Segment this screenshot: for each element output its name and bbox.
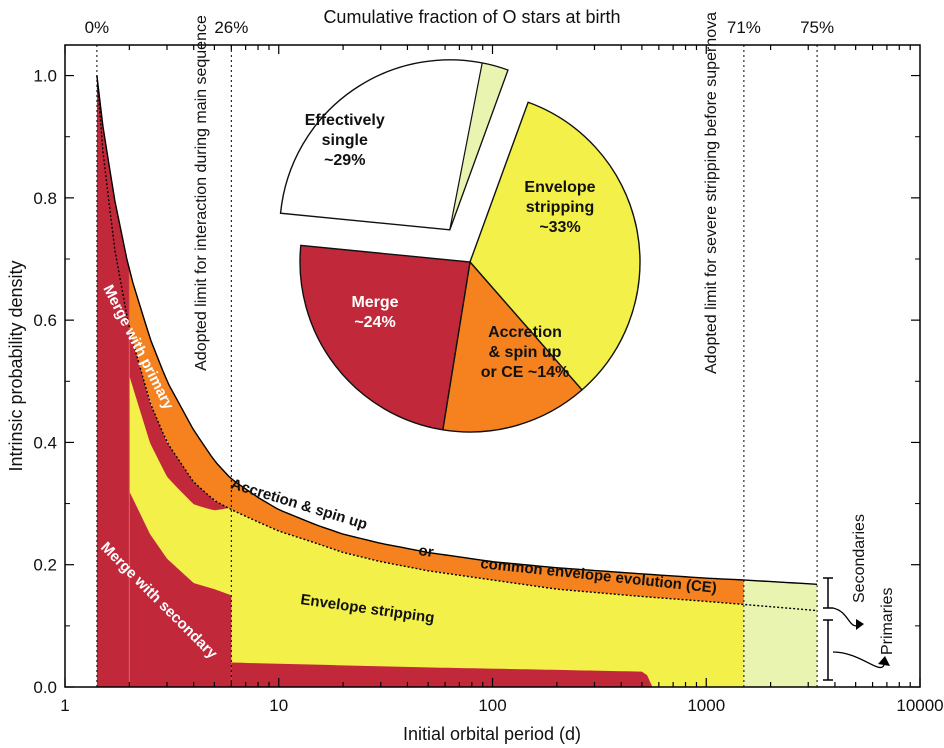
- y-tick-label: 0.8: [33, 189, 57, 208]
- top-axis-label: Cumulative fraction of O stars at birth: [323, 7, 620, 27]
- top-axis: 0% 26% 71% 75%: [85, 18, 834, 37]
- x-tick-label: 1000: [687, 696, 725, 715]
- region-merge-primary-2: [129, 491, 232, 687]
- pie-label: Envelope: [524, 179, 595, 196]
- boundary-curves: [96, 75, 818, 612]
- pie-slice: [279, 59, 509, 231]
- pie-slice: [442, 260, 583, 433]
- y-tick-label: 0.4: [33, 433, 57, 452]
- top-tick-label: 75%: [800, 18, 834, 37]
- secondaries-bracket: [823, 577, 833, 609]
- y-tick-label: 0.6: [33, 311, 57, 330]
- pie-label: Merge: [351, 294, 398, 311]
- y-axis: 0.0 0.2 0.4 0.6 0.8 1.0: [33, 67, 920, 697]
- x-tick-label: 100: [478, 696, 506, 715]
- pie-label: ~24%: [354, 314, 395, 331]
- region-single: [743, 580, 818, 687]
- pie-label: & spin up: [489, 344, 562, 361]
- x-tick-label: 10000: [896, 696, 943, 715]
- pie-label: Accretion: [488, 324, 562, 341]
- pie-label: stripping: [526, 199, 594, 216]
- limit-lines: [96, 45, 818, 687]
- primaries-arrowhead: [878, 656, 890, 666]
- curve-secondaries: [96, 75, 818, 612]
- secondaries-label: Secondaries: [851, 514, 868, 603]
- top-tick-label: 71%: [727, 18, 761, 37]
- region-merge-primary-wedge: [129, 329, 229, 511]
- region-merge-primary: [96, 75, 130, 687]
- pie-chart: Envelope stripping ~33% Accretion & spin up o…: [279, 59, 641, 433]
- pie-label: single: [322, 132, 368, 149]
- top-tick-label: 26%: [214, 18, 248, 37]
- y-tick-label: 0.0: [33, 678, 57, 697]
- pie-slice: [469, 101, 641, 391]
- x-axis: 1 10 100 1000 10000: [60, 45, 944, 715]
- region-stripping-right: [231, 509, 744, 687]
- x-axis-label: Initial orbital period (d): [403, 724, 581, 744]
- region-fills: [96, 75, 818, 687]
- y-tick-label: 1.0: [33, 67, 57, 86]
- region-label-or: or: [417, 542, 434, 561]
- secondaries-arrowhead: [856, 619, 864, 630]
- limit-label-stripping: Adopted limit for severe stripping befor…: [703, 12, 720, 374]
- pie-label: Effectively: [305, 112, 385, 129]
- pie-label: or CE ~14%: [481, 364, 569, 381]
- curve-total: [96, 75, 818, 585]
- y-tick-label: 0.2: [33, 556, 57, 575]
- y-axis-label: Intrinsic probability density: [6, 260, 26, 471]
- limit-label-interaction: Adopted limit for interaction during mai…: [193, 15, 210, 371]
- pie-slice-sliver: [449, 62, 509, 231]
- primaries-label: Primaries: [879, 587, 896, 655]
- primaries-arrow: [832, 651, 885, 669]
- bracket-annotations: Secondaries Primaries: [823, 514, 896, 681]
- x-tick-label: 10: [269, 696, 288, 715]
- pie-slice: [299, 244, 471, 431]
- pie-label: ~29%: [324, 152, 365, 169]
- top-tick-label: 0%: [85, 18, 110, 37]
- pie-label: ~33%: [539, 219, 580, 236]
- secondaries-arrow: [832, 607, 861, 627]
- region-stripping-left: [129, 329, 232, 596]
- region-merge-floor: [231, 662, 653, 687]
- x-tick-label: 1: [60, 696, 69, 715]
- primaries-bracket: [823, 619, 833, 681]
